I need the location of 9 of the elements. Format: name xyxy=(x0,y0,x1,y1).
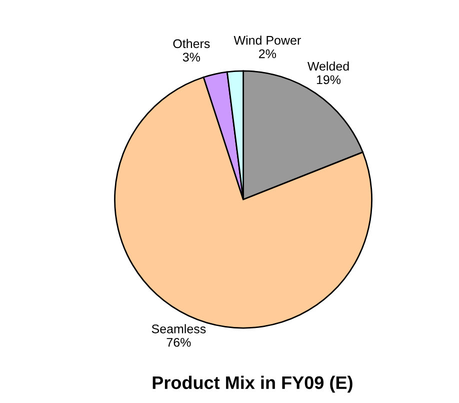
slice-label: Others xyxy=(173,38,210,48)
data-label: 2% xyxy=(259,49,276,58)
slice-label: Seamless xyxy=(152,324,206,334)
text: Product Mix in FY09 (E) xyxy=(152,376,352,393)
data-label: 76% xyxy=(166,338,191,347)
slice-label: Welded xyxy=(307,61,349,71)
data-label: 19% xyxy=(316,75,341,84)
slice-label: Wind Power xyxy=(234,36,301,45)
data-label: 3% xyxy=(182,52,200,62)
